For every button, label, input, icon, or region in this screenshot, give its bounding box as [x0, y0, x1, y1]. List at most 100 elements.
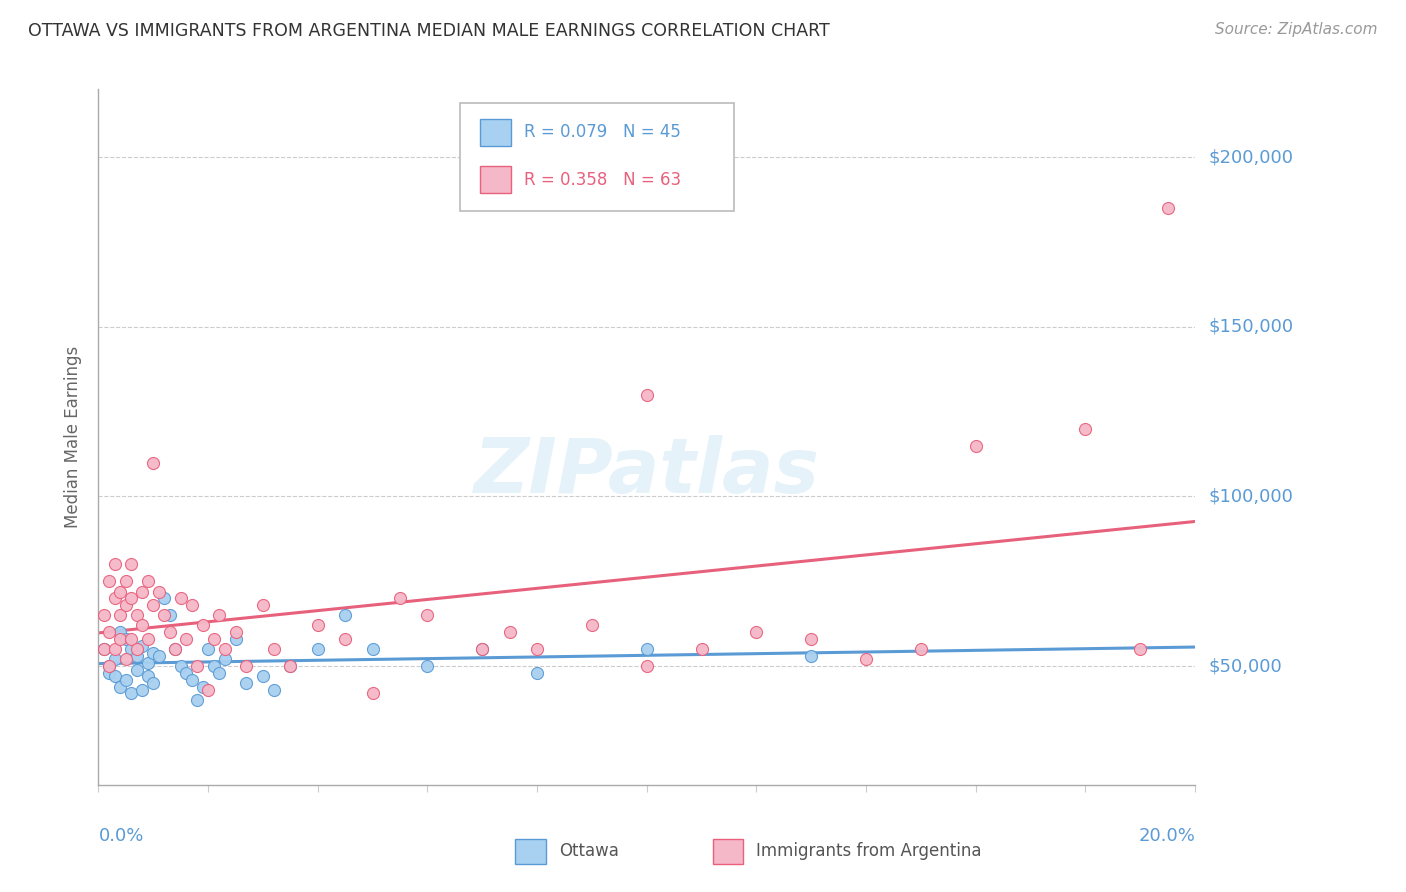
Point — [136, 656, 159, 670]
Bar — [479, 120, 510, 145]
Point — [855, 652, 877, 666]
Point — [159, 608, 181, 623]
Point — [148, 648, 170, 663]
Text: $100,000: $100,000 — [1209, 487, 1294, 506]
Point — [636, 387, 658, 401]
Point — [125, 608, 148, 623]
Text: R = 0.358   N = 63: R = 0.358 N = 63 — [524, 170, 681, 188]
Point — [93, 608, 115, 623]
Point — [910, 642, 932, 657]
Point — [98, 574, 121, 589]
Point — [416, 608, 439, 623]
Point — [98, 659, 121, 673]
Point — [202, 632, 225, 646]
Point — [104, 558, 127, 572]
Point — [98, 659, 121, 673]
Text: ZIPatlas: ZIPatlas — [474, 435, 820, 508]
Text: $50,000: $50,000 — [1209, 657, 1282, 675]
Bar — [515, 838, 546, 863]
Point — [125, 648, 148, 663]
Text: R = 0.079   N = 45: R = 0.079 N = 45 — [524, 123, 681, 141]
FancyBboxPatch shape — [460, 103, 734, 211]
Point — [280, 659, 302, 673]
Point — [165, 642, 187, 657]
Point — [131, 618, 153, 632]
Point — [214, 642, 236, 657]
Point — [165, 642, 187, 657]
Text: Immigrants from Argentina: Immigrants from Argentina — [756, 842, 981, 860]
Point — [115, 632, 138, 646]
Point — [197, 682, 219, 697]
Point — [115, 652, 138, 666]
Point — [636, 659, 658, 673]
Point — [1129, 642, 1152, 657]
Point — [180, 598, 202, 612]
Text: Source: ZipAtlas.com: Source: ZipAtlas.com — [1215, 22, 1378, 37]
Point — [800, 648, 823, 663]
Point — [115, 673, 138, 687]
Point — [120, 632, 142, 646]
Point — [263, 642, 285, 657]
Point — [142, 646, 165, 660]
Point — [252, 598, 274, 612]
Point — [110, 625, 132, 640]
Point — [120, 642, 142, 657]
Point — [131, 682, 153, 697]
Point — [800, 632, 823, 646]
Point — [526, 642, 548, 657]
Point — [125, 642, 148, 657]
Point — [361, 642, 384, 657]
Point — [745, 625, 768, 640]
Point — [153, 608, 176, 623]
Point — [104, 652, 127, 666]
Point — [191, 680, 214, 694]
Point — [581, 618, 603, 632]
Point — [416, 659, 439, 673]
Point — [335, 632, 357, 646]
Text: 20.0%: 20.0% — [1139, 827, 1195, 845]
Point — [120, 591, 142, 606]
Point — [110, 680, 132, 694]
Point — [202, 659, 225, 673]
Point — [120, 686, 142, 700]
Point — [471, 642, 494, 657]
Point — [93, 642, 115, 657]
Point — [125, 663, 148, 677]
Point — [335, 608, 357, 623]
Point — [110, 632, 132, 646]
Point — [98, 625, 121, 640]
Point — [225, 625, 247, 640]
Point — [1157, 201, 1180, 215]
Point — [499, 625, 522, 640]
Point — [471, 642, 494, 657]
Point — [307, 642, 329, 657]
Point — [104, 669, 127, 683]
Point — [690, 642, 713, 657]
Point — [186, 659, 208, 673]
Point — [180, 673, 202, 687]
Point — [110, 584, 132, 599]
Point — [235, 676, 257, 690]
Point — [191, 618, 214, 632]
Point — [170, 659, 193, 673]
Point — [104, 591, 127, 606]
Point — [115, 598, 138, 612]
Bar — [479, 167, 510, 193]
Point — [110, 608, 132, 623]
Point — [263, 682, 285, 697]
Point — [280, 659, 302, 673]
Point — [136, 669, 159, 683]
Point — [153, 591, 176, 606]
Point — [208, 608, 231, 623]
Text: $200,000: $200,000 — [1209, 148, 1294, 166]
Point — [208, 665, 231, 680]
Point — [307, 618, 329, 632]
Text: Ottawa: Ottawa — [560, 842, 619, 860]
Point — [965, 439, 987, 453]
Point — [142, 598, 165, 612]
Point — [136, 632, 159, 646]
Y-axis label: Median Male Earnings: Median Male Earnings — [65, 346, 83, 528]
Point — [131, 584, 153, 599]
Point — [148, 584, 170, 599]
Point — [214, 652, 236, 666]
